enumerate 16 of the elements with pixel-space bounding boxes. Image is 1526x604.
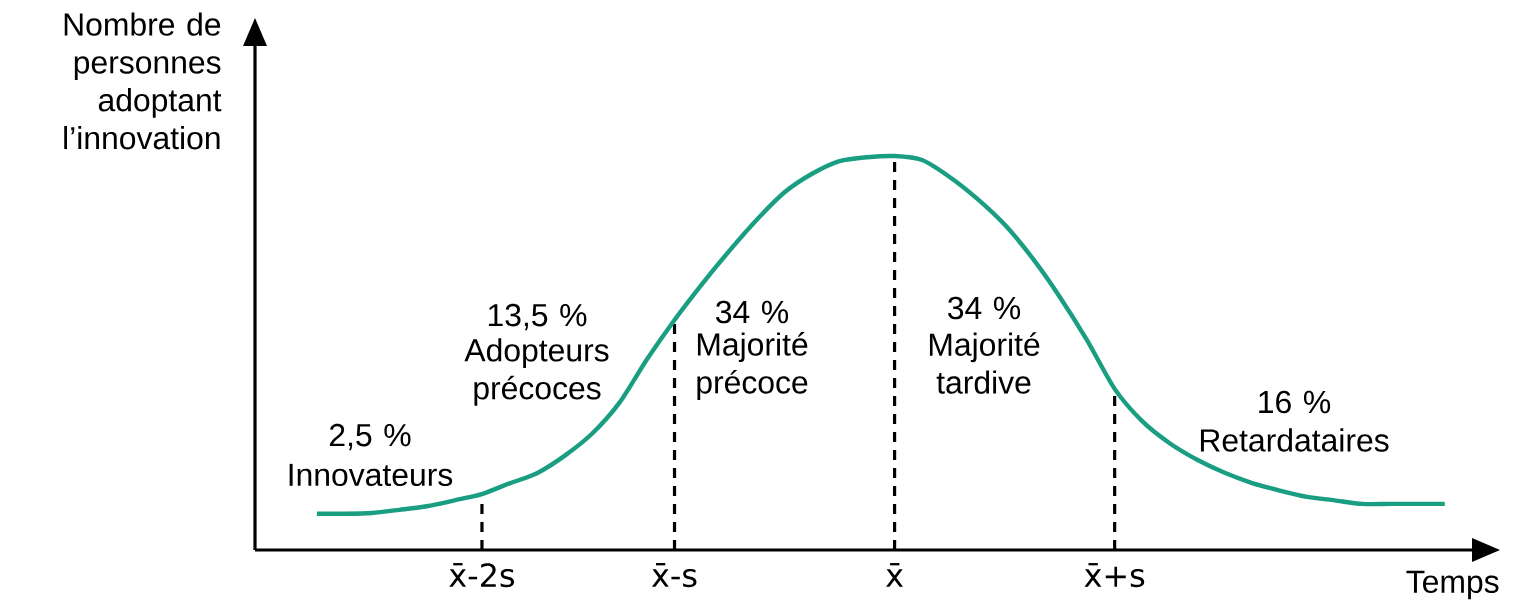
annotation: 16 % — [1259, 390, 1331, 414]
annotation: 2,5 % — [329, 423, 411, 451]
annotation: Innovateurs — [289, 463, 453, 487]
annotation: Majorité précoce — [697, 332, 808, 400]
annotation: 13,5 % — [488, 303, 587, 331]
annotation: Retardataires — [1200, 428, 1389, 452]
x-tick-label: x̄-2s — [449, 563, 515, 588]
annotation: Adopteurs précoces — [464, 338, 609, 406]
annotation: 34 % — [948, 296, 1021, 320]
x-tick-label: x̄ — [886, 563, 903, 587]
x-axis-title: Temps — [1406, 570, 1499, 600]
y-axis-title: Nombre de personnes adoptant l’innovation — [64, 12, 222, 150]
annotation: 34 % — [716, 300, 789, 324]
x-tick-label: x̄-s — [651, 563, 697, 588]
annotation: Majorité tardive — [929, 332, 1040, 394]
x-tick-label: x̄+s — [1084, 563, 1145, 588]
